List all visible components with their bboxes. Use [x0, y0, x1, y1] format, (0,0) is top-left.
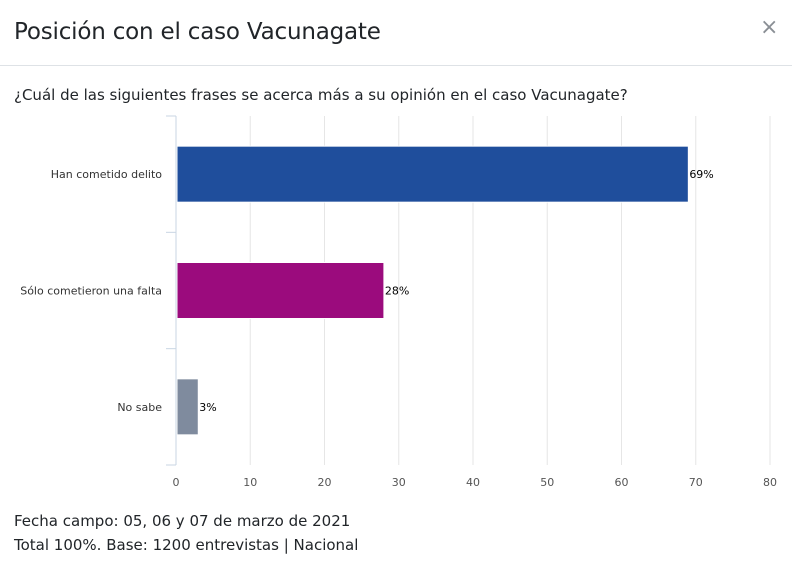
x-tick-label: 80	[763, 476, 777, 489]
modal-header: Posición con el caso Vacunagate ×	[0, 0, 792, 66]
data-label: 28%	[385, 285, 409, 298]
x-tick-label: 40	[466, 476, 480, 489]
x-tick-label: 70	[689, 476, 703, 489]
x-tick-label: 50	[540, 476, 554, 489]
data-label: 69%	[689, 168, 713, 181]
bar[interactable]	[176, 378, 199, 436]
chart-question: ¿Cuál de las siguientes frases se acerca…	[14, 86, 628, 104]
data-label: 3%	[199, 401, 216, 414]
x-tick-label: 60	[615, 476, 629, 489]
category-label: Han cometido delito	[51, 168, 162, 181]
field-date-note: Fecha campo: 05, 06 y 07 de marzo de 202…	[14, 512, 351, 530]
bar[interactable]	[176, 262, 385, 319]
modal-title: Posición con el caso Vacunagate	[14, 19, 381, 45]
sample-base-note: Total 100%. Base: 1200 entrevistas | Nac…	[14, 536, 359, 554]
x-tick-label: 0	[173, 476, 180, 489]
close-icon[interactable]: ×	[760, 15, 779, 40]
category-label: No sabe	[117, 401, 162, 414]
category-label: Sólo cometieron una falta	[20, 285, 162, 298]
x-tick-label: 30	[392, 476, 406, 489]
x-tick-label: 20	[318, 476, 332, 489]
bar-chart: 0 10 20 30 40 50 60 70 80 Han cometido delito 69% S…	[20, 115, 777, 489]
bar[interactable]	[176, 145, 689, 203]
x-tick-label: 10	[243, 476, 257, 489]
